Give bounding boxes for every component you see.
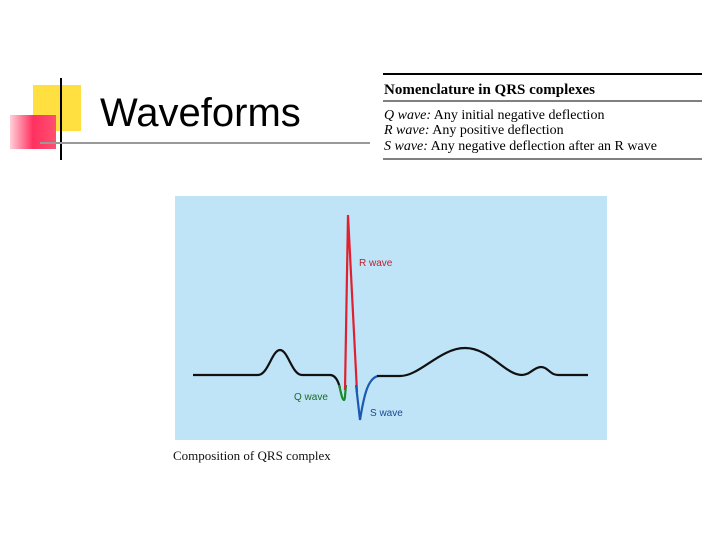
table-row: R wave: Any positive deflection xyxy=(383,123,564,138)
ecg-q xyxy=(337,384,348,402)
definition: Any initial negative deflection xyxy=(434,108,605,123)
ecg-r xyxy=(343,214,359,393)
s-label: S wave xyxy=(370,408,403,419)
table-title: Nomenclature in QRS complexes xyxy=(384,82,595,98)
slide-title: Waveforms xyxy=(100,91,301,135)
ecg-s xyxy=(354,374,379,421)
definition: Any negative deflection after an R wave xyxy=(431,139,657,154)
ecg-baseline-p xyxy=(193,348,342,389)
term: S wave: xyxy=(384,139,428,154)
q-label: Q wave xyxy=(294,392,328,403)
definition: Any positive deflection xyxy=(432,123,563,138)
term: R wave: xyxy=(383,123,429,138)
figure-bg xyxy=(175,196,607,440)
figure-caption: Composition of QRS complex xyxy=(173,448,331,463)
term: Q wave: xyxy=(384,108,431,123)
ecg-t-u xyxy=(377,346,588,378)
table-row: S wave: Any negative deflection after an… xyxy=(384,139,657,154)
r-label: R wave xyxy=(359,258,393,269)
table-row: Q wave: Any initial negative deflection xyxy=(384,108,604,123)
